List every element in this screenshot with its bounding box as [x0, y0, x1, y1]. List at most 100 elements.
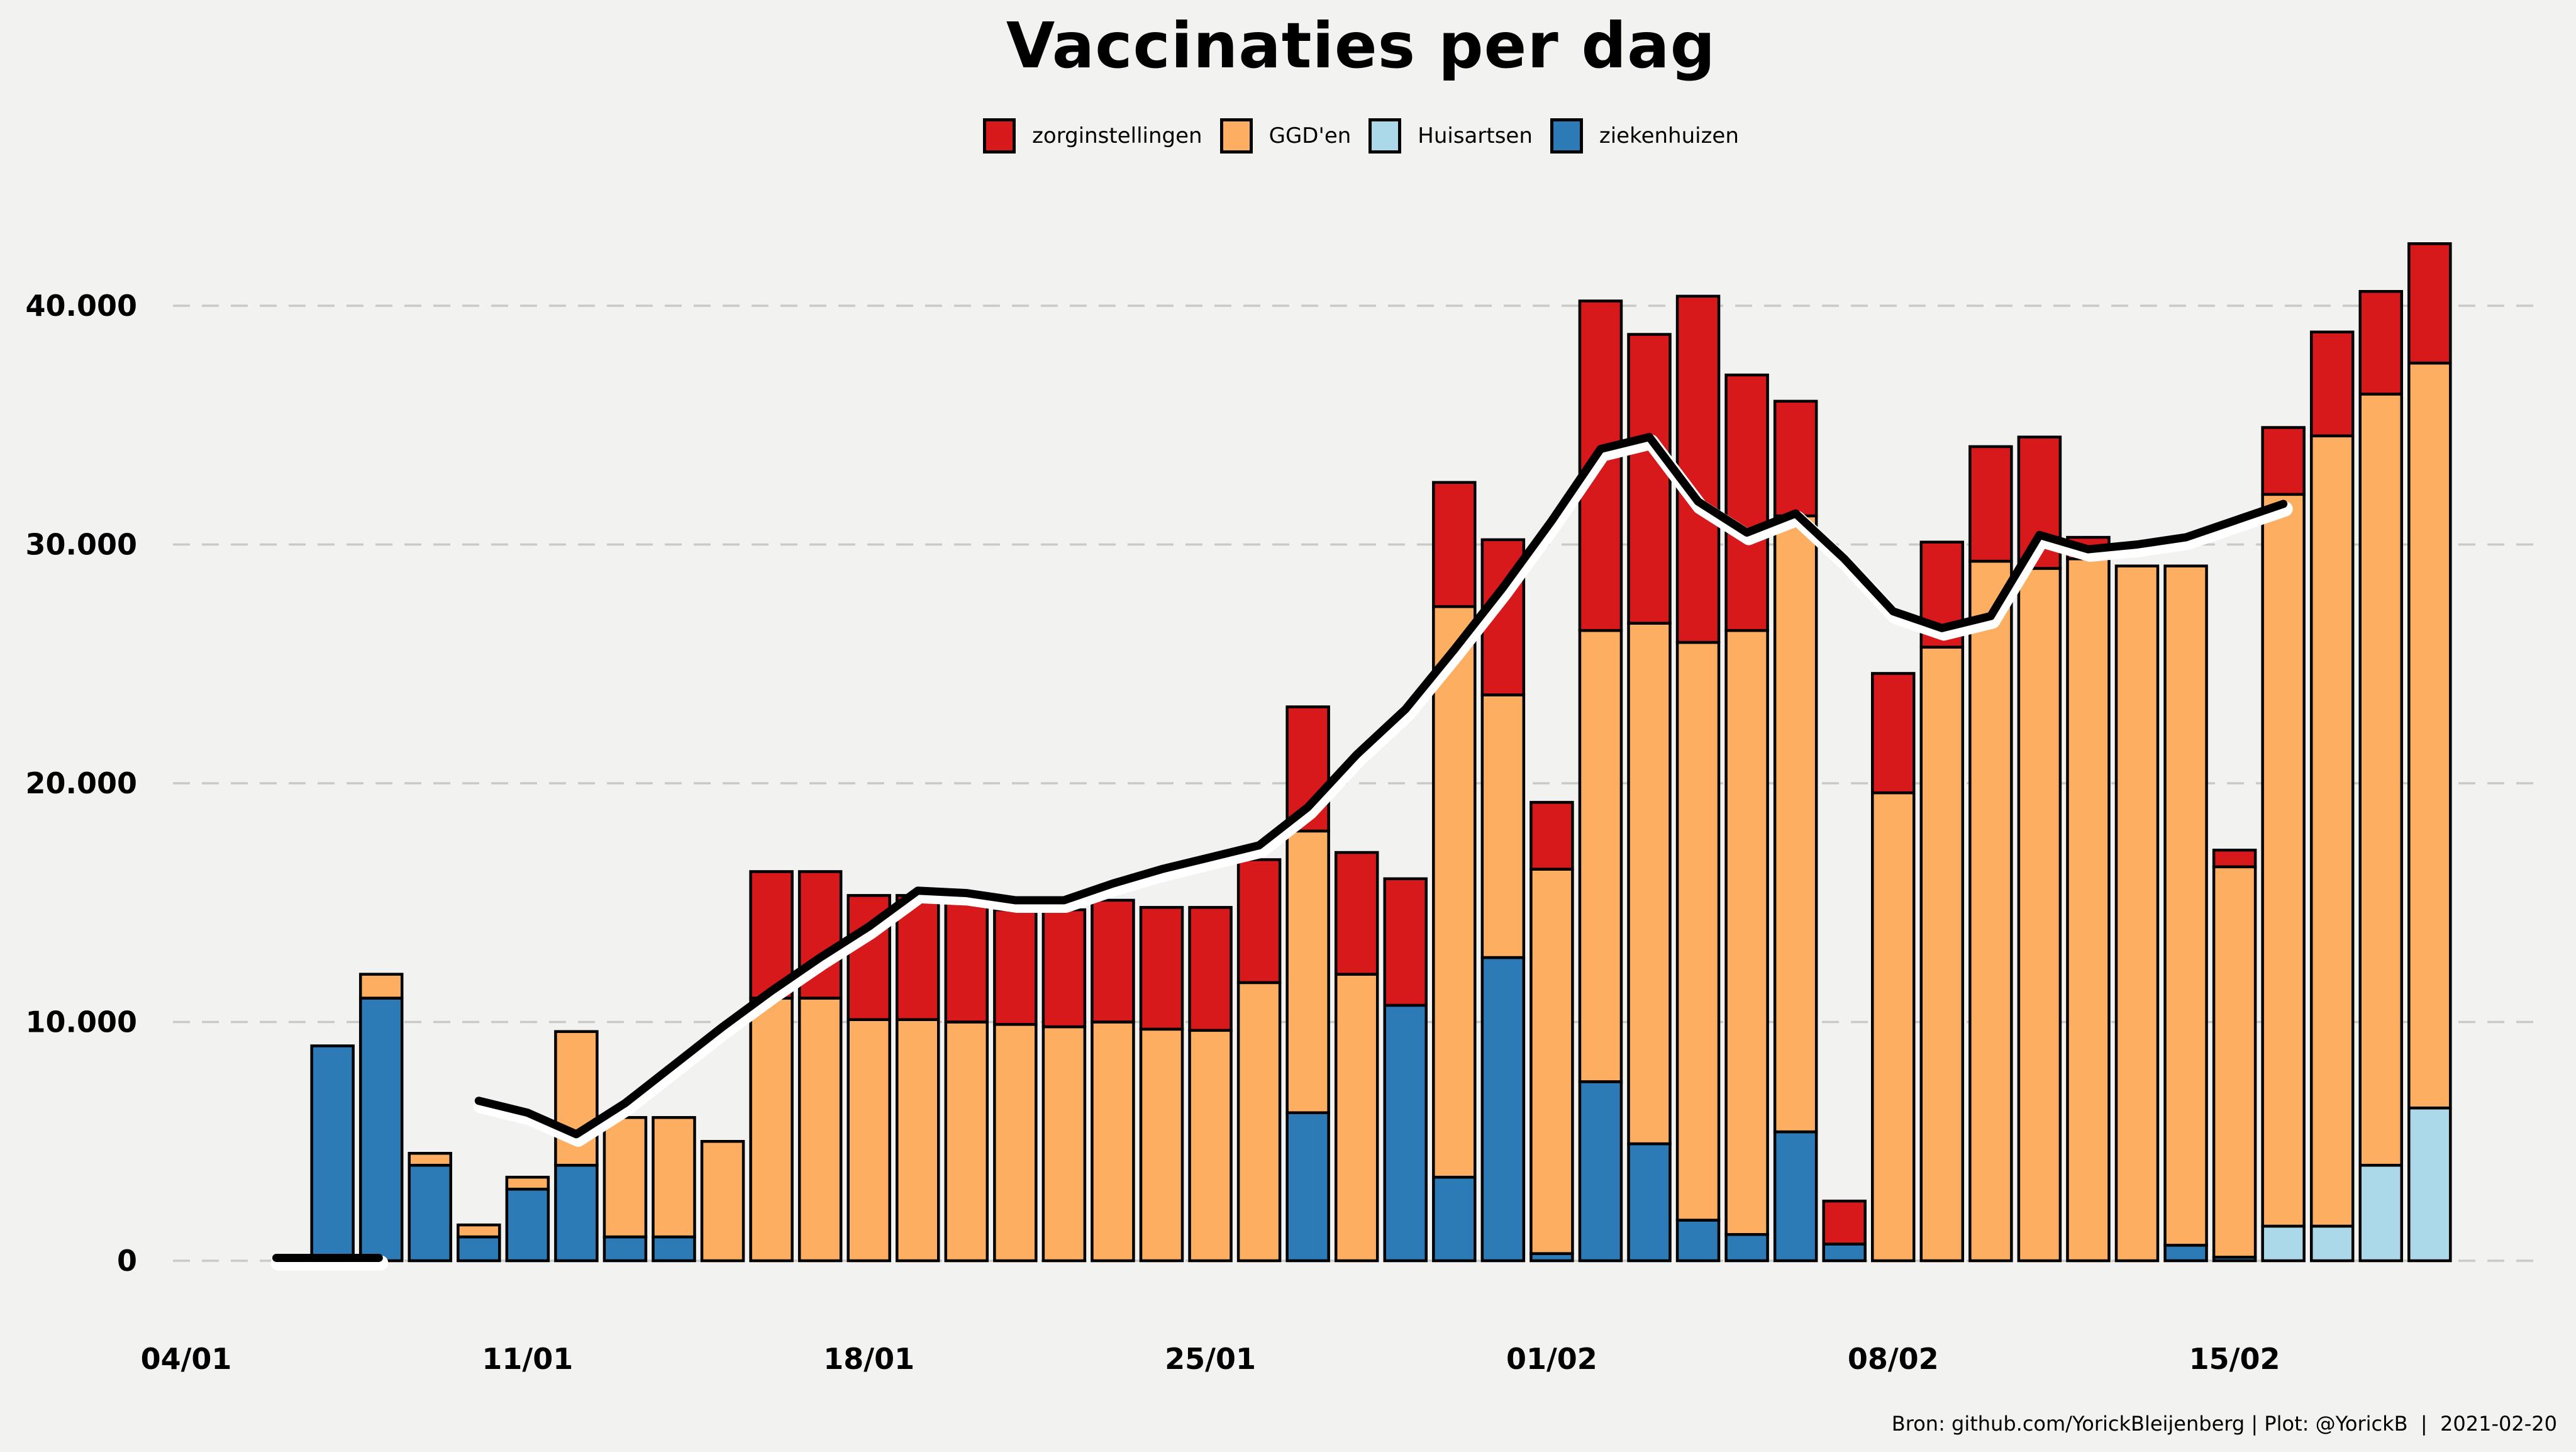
- bar-segment-ggden: [2066, 557, 2111, 1263]
- bar-segment-zorginstellingen: [1773, 399, 1818, 518]
- bar-segment-ggden: [1919, 645, 1965, 1263]
- bar-segment-zorginstellingen: [1188, 906, 1233, 1032]
- bar-segment-zorginstellingen: [944, 901, 989, 1024]
- bar-segment-ggden: [505, 1175, 550, 1191]
- bar-segment-huisartsen: [2261, 1224, 2306, 1263]
- bar-segment-ziekenhuizen: [554, 1163, 599, 1263]
- bar-segment-ggden: [797, 997, 843, 1263]
- legend: zorginstellingen GGD'en Huisartsen zieke…: [0, 118, 2576, 154]
- bar-segment-zorginstellingen: [2358, 289, 2403, 396]
- bar-segment-ziekenhuizen: [310, 1044, 355, 1263]
- bar-segment-huisartsen: [2309, 1224, 2355, 1263]
- bar-segment-ggden: [2114, 564, 2160, 1263]
- y-tick-label: 40.000: [25, 289, 137, 323]
- bar-segment-ziekenhuizen: [505, 1187, 550, 1263]
- bar-segment-ggden: [1236, 981, 1282, 1263]
- legend-swatch-zorginstellingen: [983, 118, 1016, 154]
- bars: [310, 242, 2452, 1263]
- y-tick-label: 20.000: [25, 766, 137, 800]
- legend-item-huisartsen: Huisartsen: [1368, 118, 1533, 154]
- y-tick-label: 0: [117, 1244, 137, 1278]
- bar-segment-ggden: [408, 1151, 452, 1167]
- legend-item-ziekenhuizen: ziekenhuizen: [1550, 118, 1739, 154]
- bar-segment-zorginstellingen: [1871, 672, 1916, 795]
- bar-segment-ggden: [602, 1116, 648, 1239]
- trend-line-casing: [473, 434, 2293, 1147]
- bar-segment-ggden: [1627, 622, 1672, 1146]
- bar-segment-zorginstellingen: [2261, 426, 2306, 496]
- bar-segment-zorginstellingen: [1139, 906, 1184, 1031]
- x-tick-label: 18/01: [823, 1342, 914, 1376]
- bar-segment-ggden: [2407, 361, 2452, 1110]
- bar-segment-ggden: [2309, 434, 2355, 1228]
- legend-item-zorginstellingen: zorginstellingen: [983, 118, 1202, 154]
- bar-segment-ziekenhuizen: [602, 1235, 648, 1263]
- legend-swatch-ggden: [1219, 118, 1253, 154]
- bar-segment-huisartsen: [2358, 1163, 2403, 1263]
- bar-segment-ggden: [2261, 493, 2306, 1228]
- bar-segment-ggden: [896, 1018, 940, 1263]
- bar-segment-zorginstellingen: [1432, 481, 1477, 608]
- bar-segment-ggden: [993, 1023, 1038, 1263]
- bar-segment-ggden: [1871, 791, 1916, 1263]
- legend-label-zorginstellingen: zorginstellingen: [1032, 123, 1202, 148]
- source-credit: Bron: github.com/YorickBleijenberg | Plo…: [1891, 1412, 2557, 1436]
- legend-swatch-huisartsen: [1368, 118, 1402, 154]
- trend-line: [270, 433, 2293, 1271]
- bar-segment-ziekenhuizen: [1627, 1142, 1672, 1263]
- bar-segment-ziekenhuizen: [1383, 1003, 1428, 1263]
- bar-segment-ziekenhuizen: [1285, 1111, 1330, 1263]
- bar-segment-zorginstellingen: [1675, 294, 1721, 644]
- bar-segment-ggden: [1773, 514, 1818, 1134]
- bar-segment-ziekenhuizen: [408, 1163, 452, 1263]
- bar-segment-ggden: [1724, 628, 1769, 1236]
- bar-segment-zorginstellingen: [1041, 908, 1087, 1029]
- bar-segment-ggden: [1091, 1020, 1135, 1263]
- bar-segment-ziekenhuizen: [1773, 1130, 1818, 1263]
- x-tick-label: 01/02: [1506, 1342, 1597, 1376]
- bar-segment-ggden: [2017, 567, 2062, 1263]
- bar-segment-zorginstellingen: [1627, 333, 1672, 625]
- bar-segment-zorginstellingen: [1530, 801, 1574, 871]
- bar-segment-ggden: [1041, 1025, 1087, 1263]
- x-tick-label: 25/01: [1165, 1342, 1256, 1376]
- bar-segment-ggden: [700, 1140, 745, 1263]
- bar-segment-ggden: [2163, 564, 2208, 1247]
- bar-segment-zorginstellingen: [1724, 373, 1769, 632]
- bar-segment-ggden: [1530, 868, 1574, 1255]
- bar-segment-ggden: [1675, 640, 1721, 1222]
- bar-segment-ggden: [1432, 605, 1477, 1179]
- bar-segment-ggden: [944, 1020, 989, 1263]
- bar-segment-ziekenhuizen: [1480, 956, 1526, 1263]
- bar-segment-ziekenhuizen: [1432, 1175, 1477, 1263]
- bar-segment-ggden: [1334, 973, 1379, 1263]
- legend-label-ziekenhuizen: ziekenhuizen: [1599, 123, 1739, 148]
- bar-segment-zorginstellingen: [2309, 330, 2355, 438]
- bar-segment-ziekenhuizen: [1724, 1233, 1769, 1263]
- bar-segment-ggden: [1188, 1029, 1233, 1263]
- bar-segment-ziekenhuizen: [1822, 1243, 1867, 1263]
- bar-segment-ggden: [358, 973, 404, 1000]
- bar-segment-zorginstellingen: [1968, 445, 2013, 563]
- bar-segment-ggden: [457, 1223, 501, 1239]
- bar-segment-zorginstellingen: [993, 908, 1038, 1026]
- chart-title: Vaccinaties per dag: [1006, 9, 1716, 82]
- legend-swatch-ziekenhuizen: [1550, 118, 1583, 154]
- bar-segment-ziekenhuizen: [2163, 1244, 2208, 1263]
- bar-segment-zorginstellingen: [1236, 858, 1282, 985]
- bar-segment-ggden: [1285, 829, 1330, 1114]
- bar-segment-ggden: [652, 1116, 696, 1239]
- x-tick-label: 15/02: [2189, 1342, 2280, 1376]
- bar-segment-huisartsen: [2407, 1106, 2452, 1263]
- legend-label-huisartsen: Huisartsen: [1418, 123, 1533, 148]
- trend-line-core: [474, 433, 2288, 1139]
- bar-segment-zorginstellingen: [1383, 877, 1428, 1007]
- bar-segment-ziekenhuizen: [358, 997, 404, 1263]
- bar-segment-ggden: [1578, 628, 1623, 1083]
- bar-segment-zorginstellingen: [1822, 1199, 1867, 1246]
- bar-segment-zorginstellingen: [2212, 849, 2257, 869]
- bar-segment-ggden: [1139, 1027, 1184, 1263]
